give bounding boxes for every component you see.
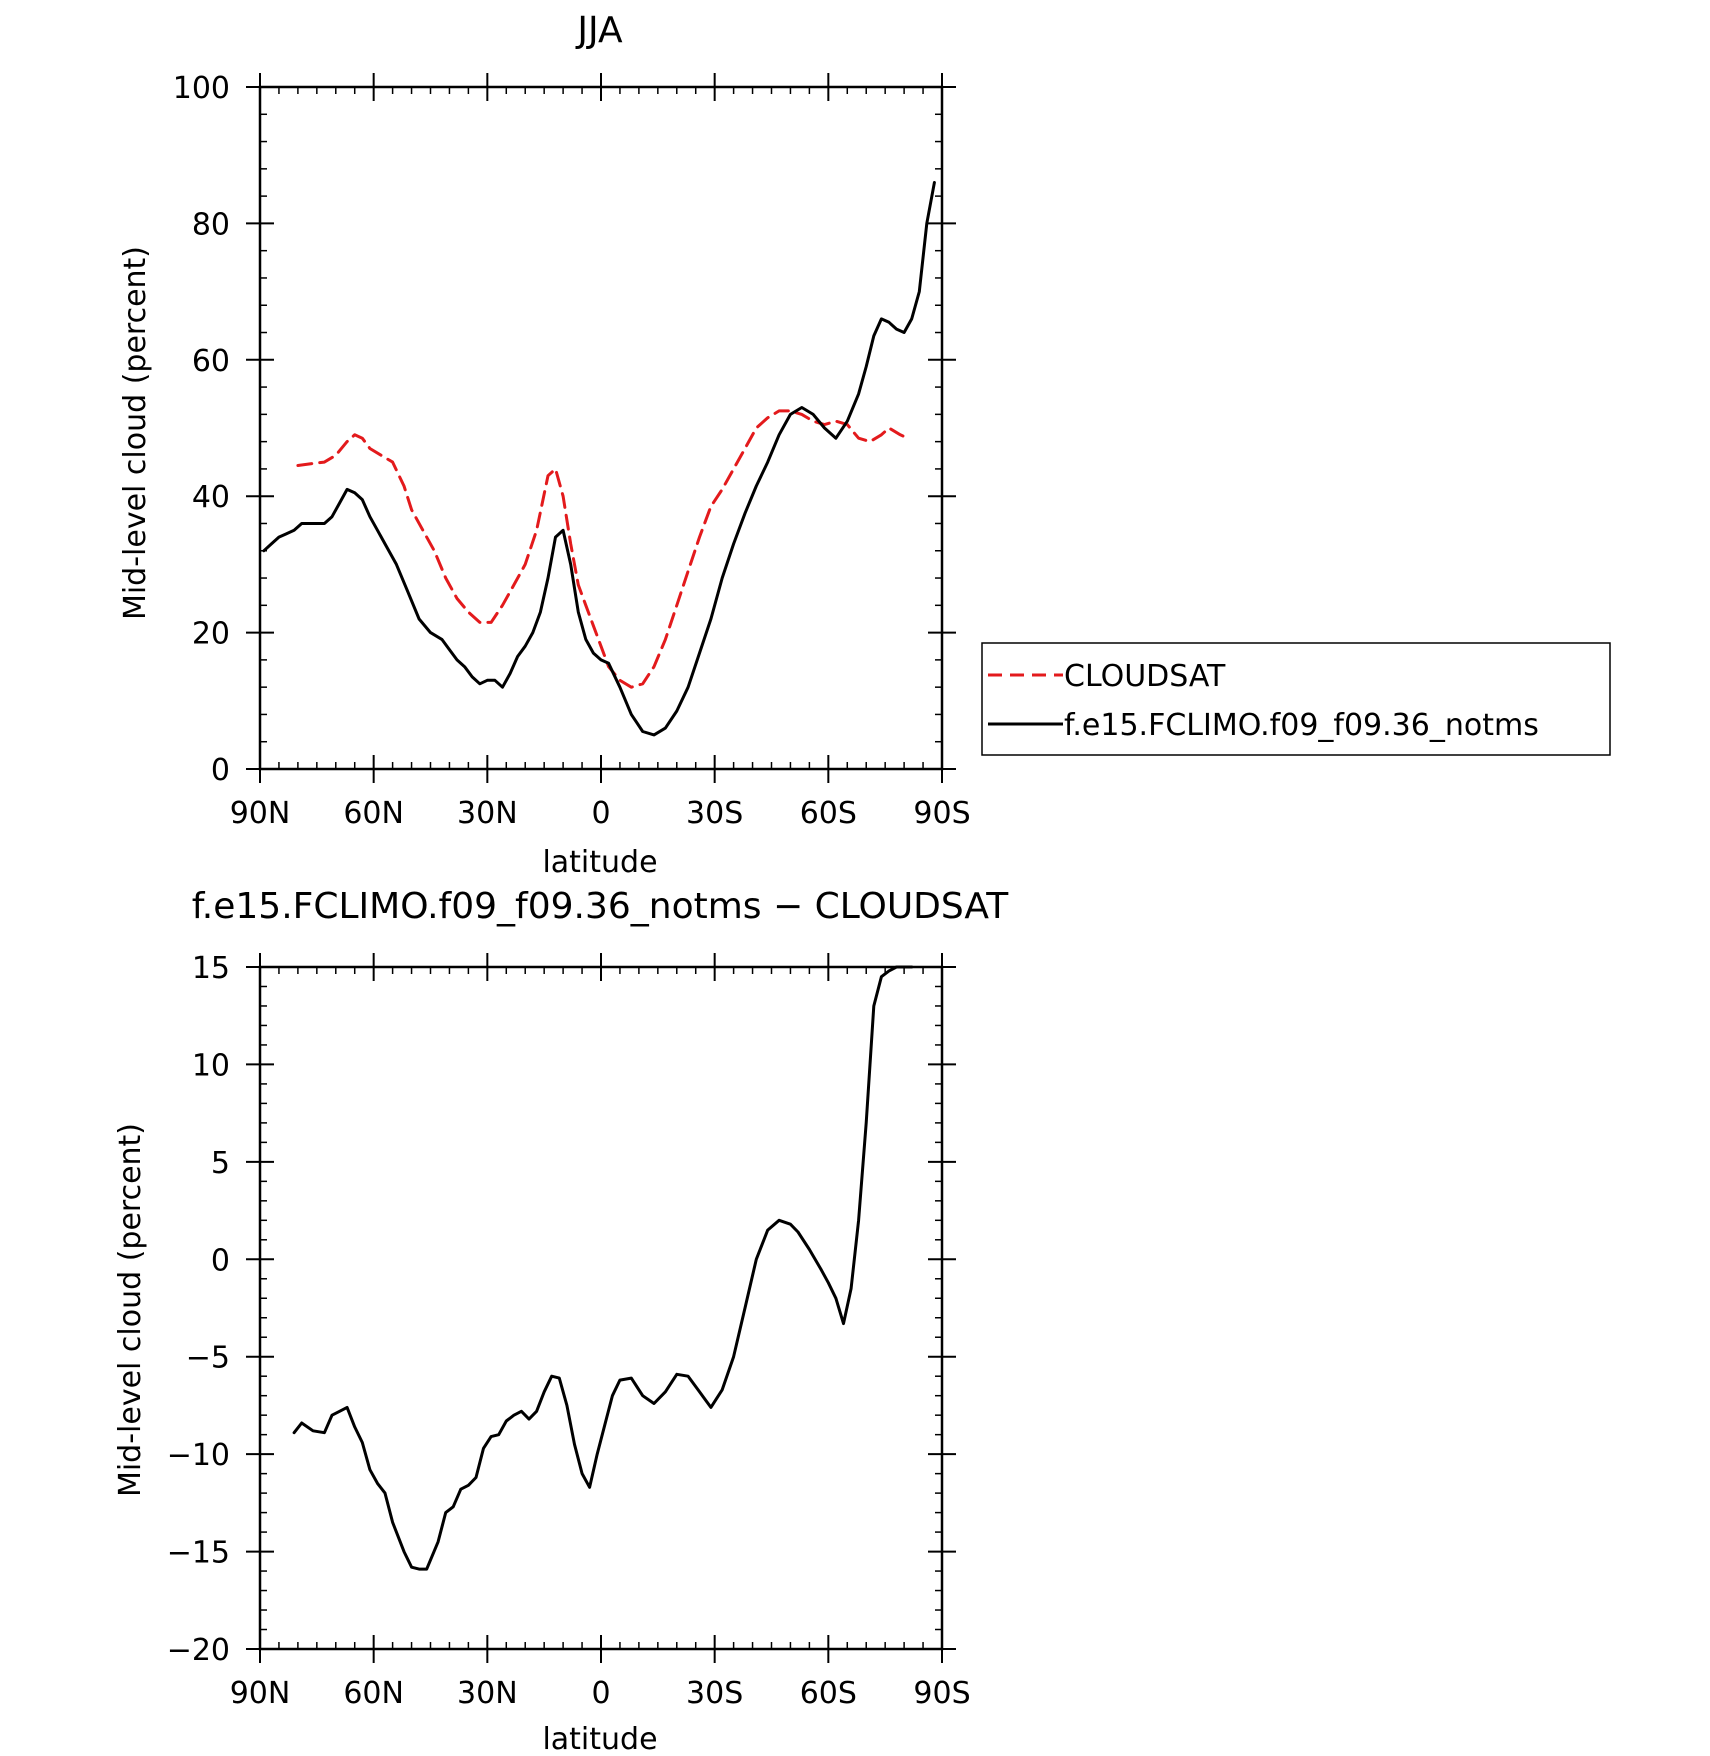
bottom-chart-x-tick-label: 0 — [591, 1676, 610, 1711]
top-chart-x-tick-label: 60S — [800, 796, 857, 831]
legend-label-model: f.e15.FCLIMO.f09_f09.36_notms — [1064, 708, 1539, 743]
bottom-chart-xlabel: latitude — [542, 1722, 657, 1756]
bottom-chart-title: f.e15.FCLIMO.f09_f09.36_notms − CLOUDSAT — [192, 886, 1010, 927]
top-chart-x-tick-label: 0 — [591, 796, 610, 831]
bottom-chart-x-tick-label: 60S — [800, 1676, 857, 1711]
top-chart-x-tick-label: 90S — [913, 796, 970, 831]
bottom-chart-y-tick-label: −10 — [167, 1438, 230, 1473]
bottom-chart-x-tick-label: 90N — [230, 1676, 291, 1711]
top-chart-y-tick-label: 0 — [211, 753, 230, 788]
bottom-chart-y-tick-label: 5 — [211, 1146, 230, 1181]
top-chart-x-tick-label: 90N — [230, 796, 291, 831]
bottom-chart-y-tick-label: −15 — [167, 1536, 230, 1571]
top-chart-y-tick-label: 80 — [192, 207, 230, 242]
bottom-chart-y-tick-label: −20 — [167, 1633, 230, 1668]
bottom-chart-x-tick-label: 30S — [686, 1676, 743, 1711]
legend-box — [981, 642, 1611, 756]
bottom-chart-x-tick-label: 60N — [343, 1676, 404, 1711]
bottom-chart-y-tick-label: 15 — [192, 951, 230, 986]
top-chart-panel: JJA latitude Mid-level cloud (percent) 9… — [118, 10, 971, 880]
legend-label-cloudsat: CLOUDSAT — [1064, 659, 1226, 694]
top-chart-y-tick-label: 20 — [192, 617, 230, 652]
top-chart-series-line-1 — [262, 181, 936, 737]
bottom-chart-panel: f.e15.FCLIMO.f09_f09.36_notms − CLOUDSAT… — [113, 886, 1009, 1756]
top-chart-y-tick-label: 100 — [173, 71, 230, 106]
top-chart-plot-area: 90N 60N 30N 0 30S 60S 90S 0 20 40 60 80 100 — [173, 71, 971, 831]
bottom-chart-y-tick-label: −5 — [186, 1341, 230, 1376]
top-chart-ylabel: Mid-level cloud (percent) — [118, 246, 153, 620]
top-chart-legend: CLOUDSAT f.e15.FCLIMO.f09_f09.36_notms — [981, 642, 1611, 756]
top-chart-y-tick-label: 40 — [192, 480, 230, 515]
bottom-chart-series-line-0 — [292, 965, 914, 1571]
bottom-chart-y-tick-label: 0 — [211, 1243, 230, 1278]
top-chart-x-tick-label: 30S — [686, 796, 743, 831]
top-chart-x-tick-label: 30N — [457, 796, 518, 831]
bottom-chart-x-tick-label: 90S — [913, 1676, 970, 1711]
top-chart-series-line-0 — [296, 409, 910, 689]
bottom-chart-x-tick-label: 30N — [457, 1676, 518, 1711]
bottom-chart-ylabel: Mid-level cloud (percent) — [113, 1123, 148, 1497]
top-chart-title: JJA — [575, 10, 623, 51]
top-chart-xlabel: latitude — [542, 845, 657, 880]
top-chart-y-tick-label: 60 — [192, 344, 230, 379]
top-chart-frame — [258, 85, 944, 771]
bottom-chart-y-tick-label: 10 — [192, 1048, 230, 1083]
top-chart-x-tick-label: 60N — [343, 796, 404, 831]
bottom-chart-plot-area: 90N 60N 30N 0 30S 60S 90S −20 −15 −10 −5 0 5 10 15 — [167, 951, 971, 1711]
